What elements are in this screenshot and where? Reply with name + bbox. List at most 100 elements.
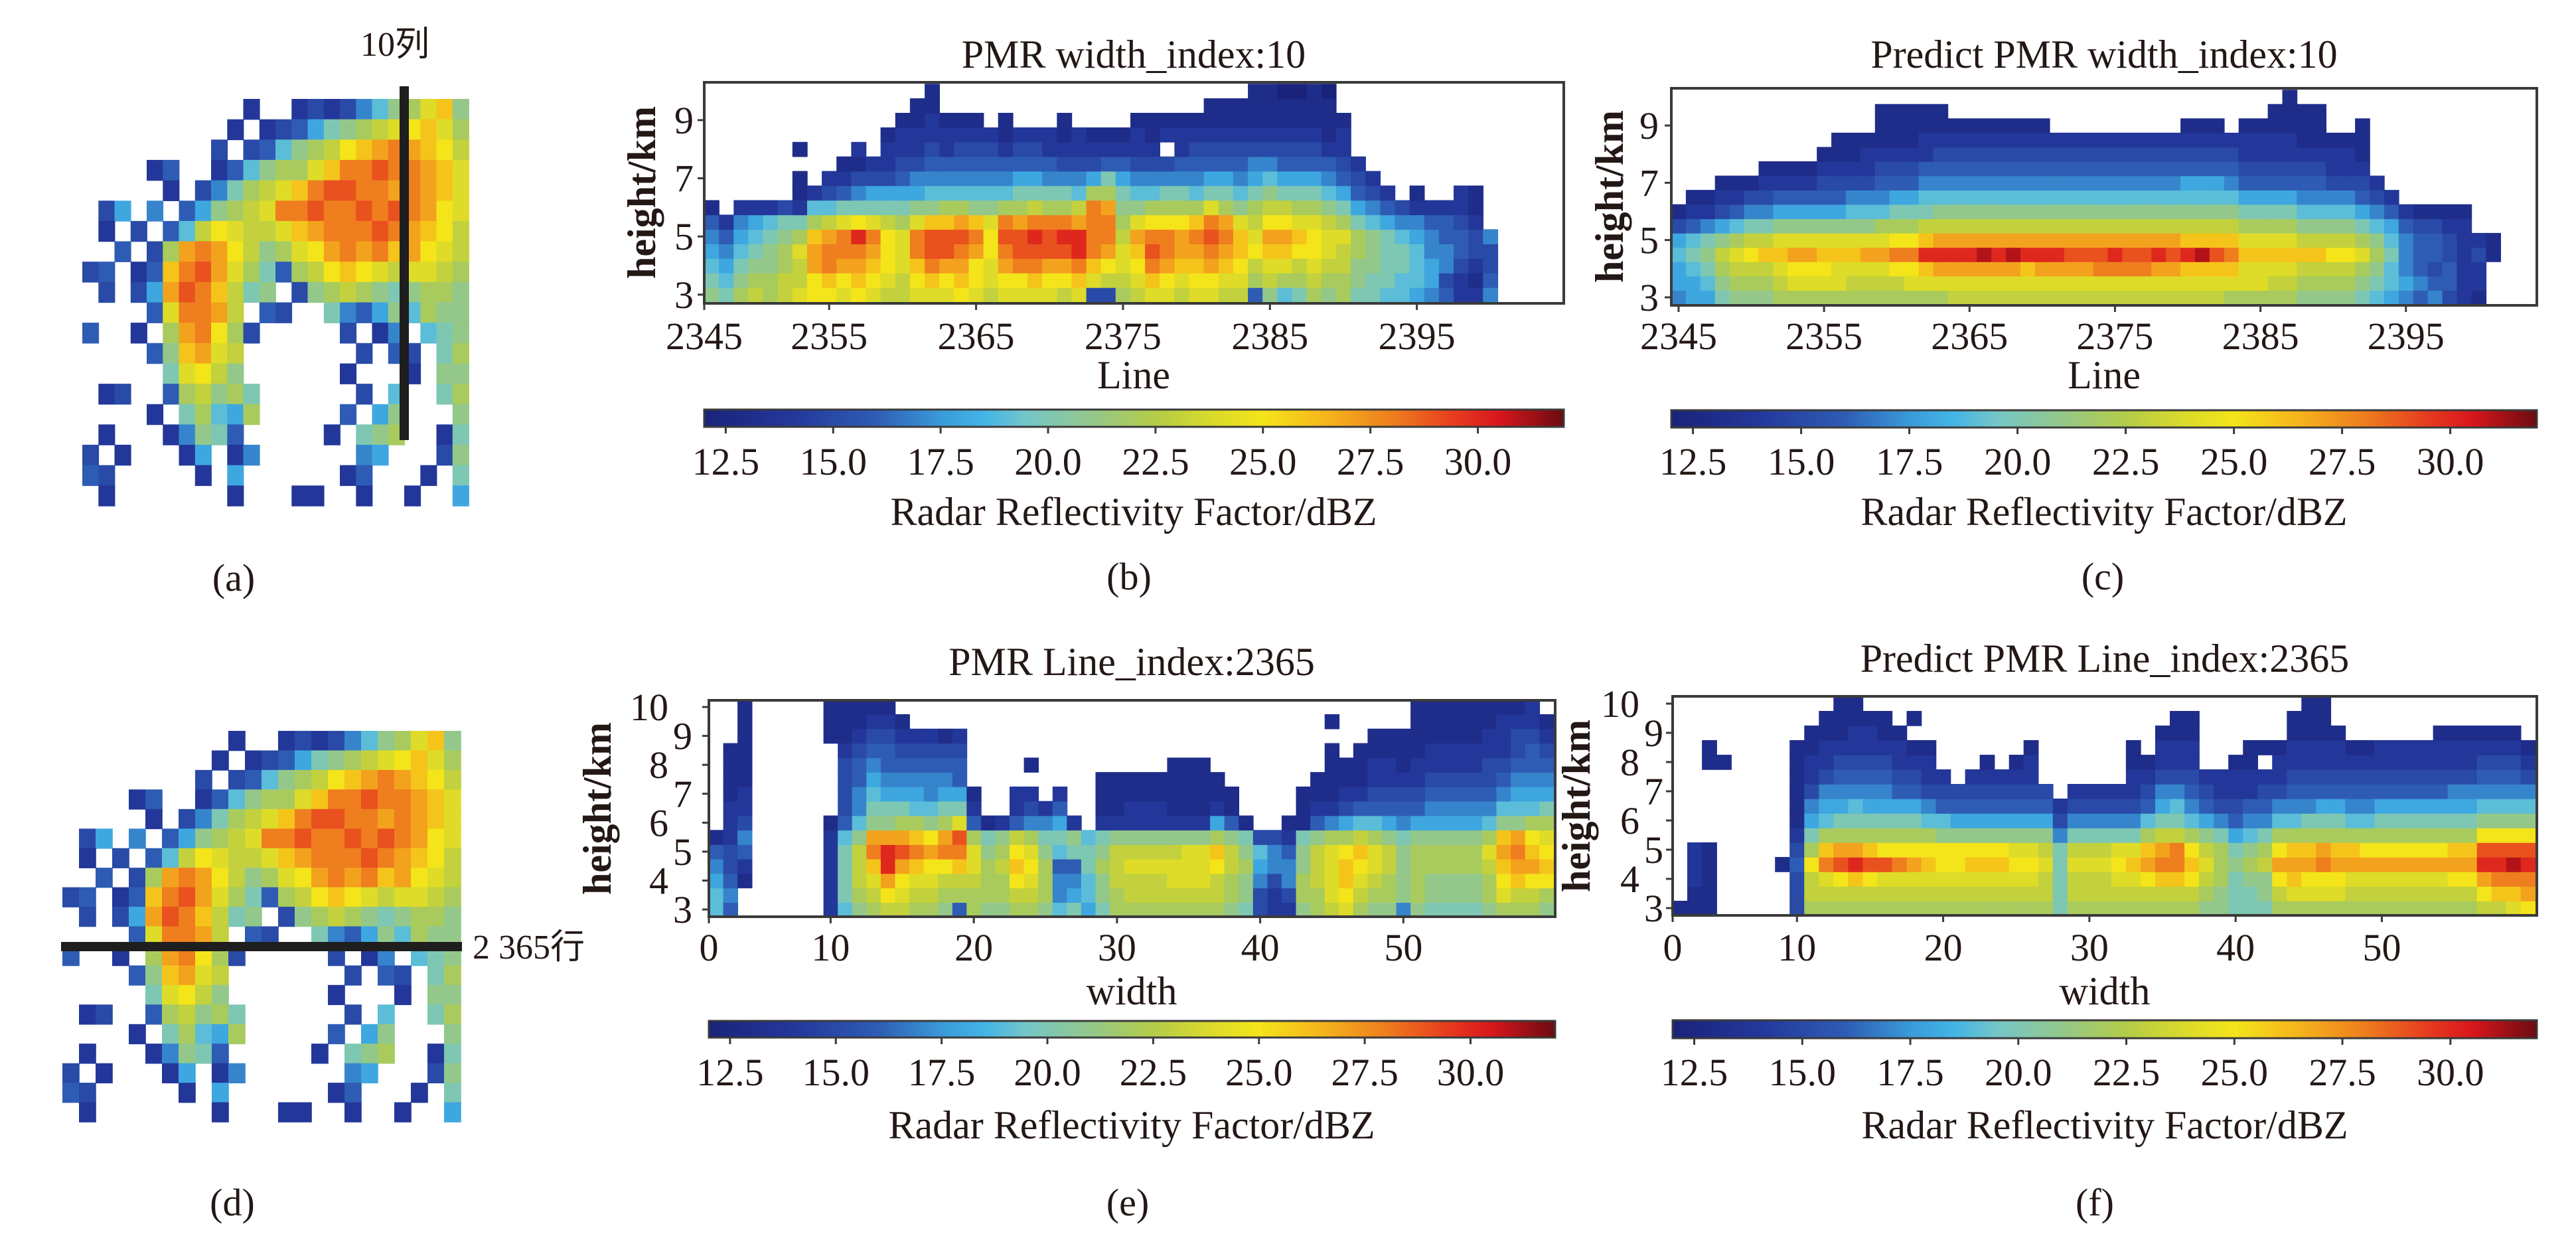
heatmap-cell — [1382, 772, 1397, 787]
heatmap-cell — [1038, 801, 1053, 816]
heatmap-cell — [1292, 244, 1308, 259]
heatmap-cell — [909, 844, 925, 860]
heatmap-cell — [2082, 813, 2097, 828]
heatmap-cell — [998, 287, 1014, 303]
heatmap-cell — [2107, 262, 2123, 277]
heatmap-cell — [909, 258, 925, 273]
heatmap-cell — [2107, 247, 2123, 262]
heatmap-cell — [1496, 844, 1511, 860]
heatmap-cell — [2137, 132, 2152, 148]
heatmap-cell — [1877, 740, 1893, 755]
heatmap-cell — [2023, 740, 2039, 755]
heatmap-cell — [2340, 175, 2356, 191]
heatmap-cell — [866, 757, 881, 773]
heatmap-cell — [1218, 244, 1234, 259]
heatmap-cell — [1110, 801, 1125, 816]
heatmap-cell — [1789, 901, 1805, 915]
colorbar-tick-label: 15.0 — [800, 440, 868, 483]
heatmap-cell — [1248, 171, 1263, 187]
heatmap-cells — [709, 700, 1554, 917]
heatmap-cell — [880, 844, 896, 860]
heatmap-cell — [968, 273, 984, 288]
heatmap-cell — [2243, 784, 2258, 799]
map-cell — [245, 848, 262, 868]
heatmap-cell — [1714, 218, 1730, 234]
heatmap-cell — [2345, 813, 2361, 828]
heatmap-cell — [2180, 161, 2196, 177]
heatmap-cell — [968, 171, 984, 187]
map-cell — [243, 384, 260, 405]
heatmap-cell — [895, 801, 910, 816]
heatmap-cell — [1239, 815, 1254, 831]
heatmap-cell — [733, 214, 749, 230]
map-cell — [212, 1044, 229, 1064]
heatmap-cell — [1057, 214, 1073, 230]
map-cell — [145, 1044, 163, 1064]
heatmap-cell — [1454, 273, 1469, 288]
heatmap-cell — [1410, 815, 1426, 831]
heatmap-cell — [1160, 287, 1175, 303]
heatmap-cell — [983, 244, 999, 259]
heatmap-cell — [822, 171, 837, 187]
heatmap-cell — [2141, 872, 2156, 887]
heatmap-cell — [1848, 769, 1864, 785]
heatmap-cell — [1310, 801, 1326, 816]
heatmap-cell — [2020, 290, 2036, 305]
heatmap-cell — [1071, 141, 1087, 157]
heatmap-cell — [1195, 772, 1211, 787]
heatmap-cell — [1410, 772, 1426, 787]
heatmap-cell — [1496, 873, 1511, 889]
heatmap-cell — [2243, 857, 2258, 872]
heatmap-cell — [807, 258, 822, 273]
heatmap-cell — [1833, 828, 1849, 843]
heatmap-cell — [1224, 873, 1239, 889]
heatmap-cell — [966, 873, 982, 889]
heatmap-cell — [2442, 275, 2458, 291]
heatmap-cell — [2457, 262, 2472, 277]
heatmap-cell — [1174, 244, 1190, 259]
heatmap-cell — [838, 844, 853, 860]
heatmap-cell — [1687, 886, 1703, 901]
map-cell — [372, 180, 389, 201]
heatmap-cell — [704, 244, 720, 259]
map-cell — [114, 241, 131, 262]
heatmap-cell — [1950, 901, 1966, 915]
heatmap-cell — [1380, 244, 1396, 259]
heatmap-cell — [1862, 769, 1878, 785]
map-cell — [372, 424, 389, 445]
heatmap-cell — [2506, 740, 2522, 755]
heatmap-cell — [2214, 828, 2229, 843]
heatmap-cell — [1277, 185, 1293, 201]
heatmap-cell — [2214, 872, 2229, 887]
map-cell — [372, 159, 389, 181]
heatmap-cell — [1918, 275, 1934, 291]
heatmap-cell — [952, 902, 968, 917]
heatmap-cell — [737, 786, 753, 802]
heatmap-cell — [2433, 842, 2449, 858]
heatmap-cell — [2418, 901, 2434, 915]
heatmap-cell — [1846, 262, 1861, 277]
heatmap-cell — [939, 244, 955, 259]
heatmap-cell — [1351, 229, 1366, 244]
heatmap-cell — [2111, 901, 2127, 915]
heatmap-cell — [1086, 229, 1102, 244]
heatmap-cell — [2287, 755, 2303, 770]
heatmap-cell — [748, 244, 764, 259]
heatmap-cell — [1831, 218, 1847, 234]
heatmap-cell — [2199, 857, 2214, 872]
heatmap-cell — [980, 873, 996, 889]
map-cell — [275, 241, 293, 262]
heatmap-cell — [1921, 828, 1937, 843]
map-cell — [427, 965, 445, 986]
map-cell — [162, 1004, 179, 1025]
heatmap-cell — [1152, 844, 1168, 860]
heatmap-cell — [2224, 132, 2239, 148]
heatmap-cell — [2326, 290, 2341, 305]
y-tick-label: 10 — [1601, 682, 1639, 726]
heatmap-cell — [2462, 813, 2478, 828]
heatmap-cell — [939, 141, 955, 157]
heatmap-cell — [1773, 190, 1789, 205]
heatmap-cell — [1100, 171, 1116, 187]
heatmap-cell — [2049, 290, 2065, 305]
heatmap-cell — [1438, 214, 1454, 230]
